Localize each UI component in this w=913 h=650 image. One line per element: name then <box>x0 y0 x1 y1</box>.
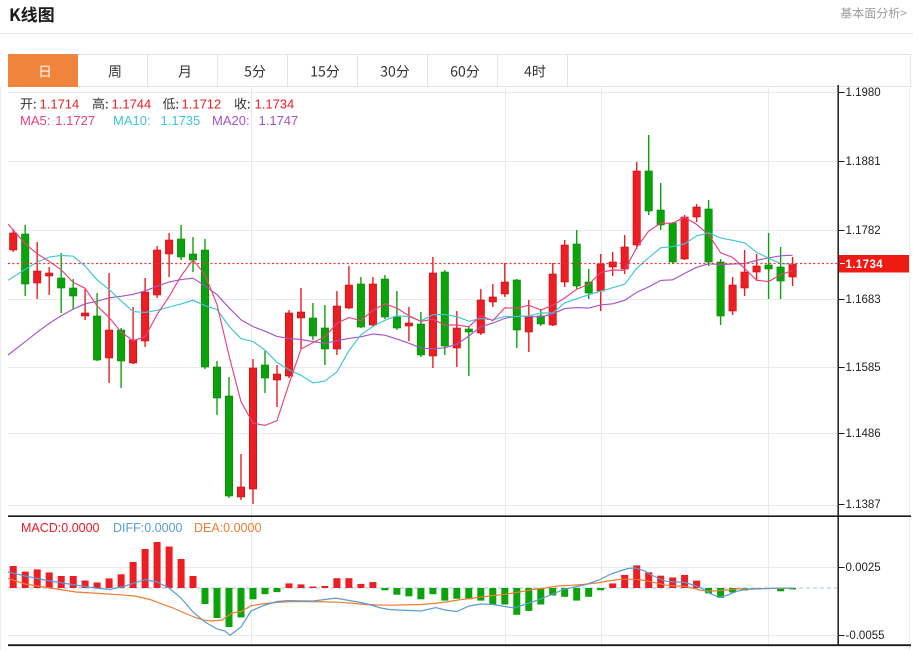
svg-text:-0.0055: -0.0055 <box>846 630 885 642</box>
svg-text:0.0025: 0.0025 <box>846 562 881 574</box>
svg-text:1.1881: 1.1881 <box>846 156 881 168</box>
svg-text:1.1486: 1.1486 <box>846 428 881 440</box>
svg-text:1.1387: 1.1387 <box>846 499 881 511</box>
svg-text:1.1683: 1.1683 <box>846 294 881 306</box>
svg-text:1.1980: 1.1980 <box>846 87 881 99</box>
svg-text:1.1585: 1.1585 <box>846 362 881 374</box>
svg-text:1.1782: 1.1782 <box>846 225 881 237</box>
svg-text:1.1734: 1.1734 <box>846 259 884 271</box>
